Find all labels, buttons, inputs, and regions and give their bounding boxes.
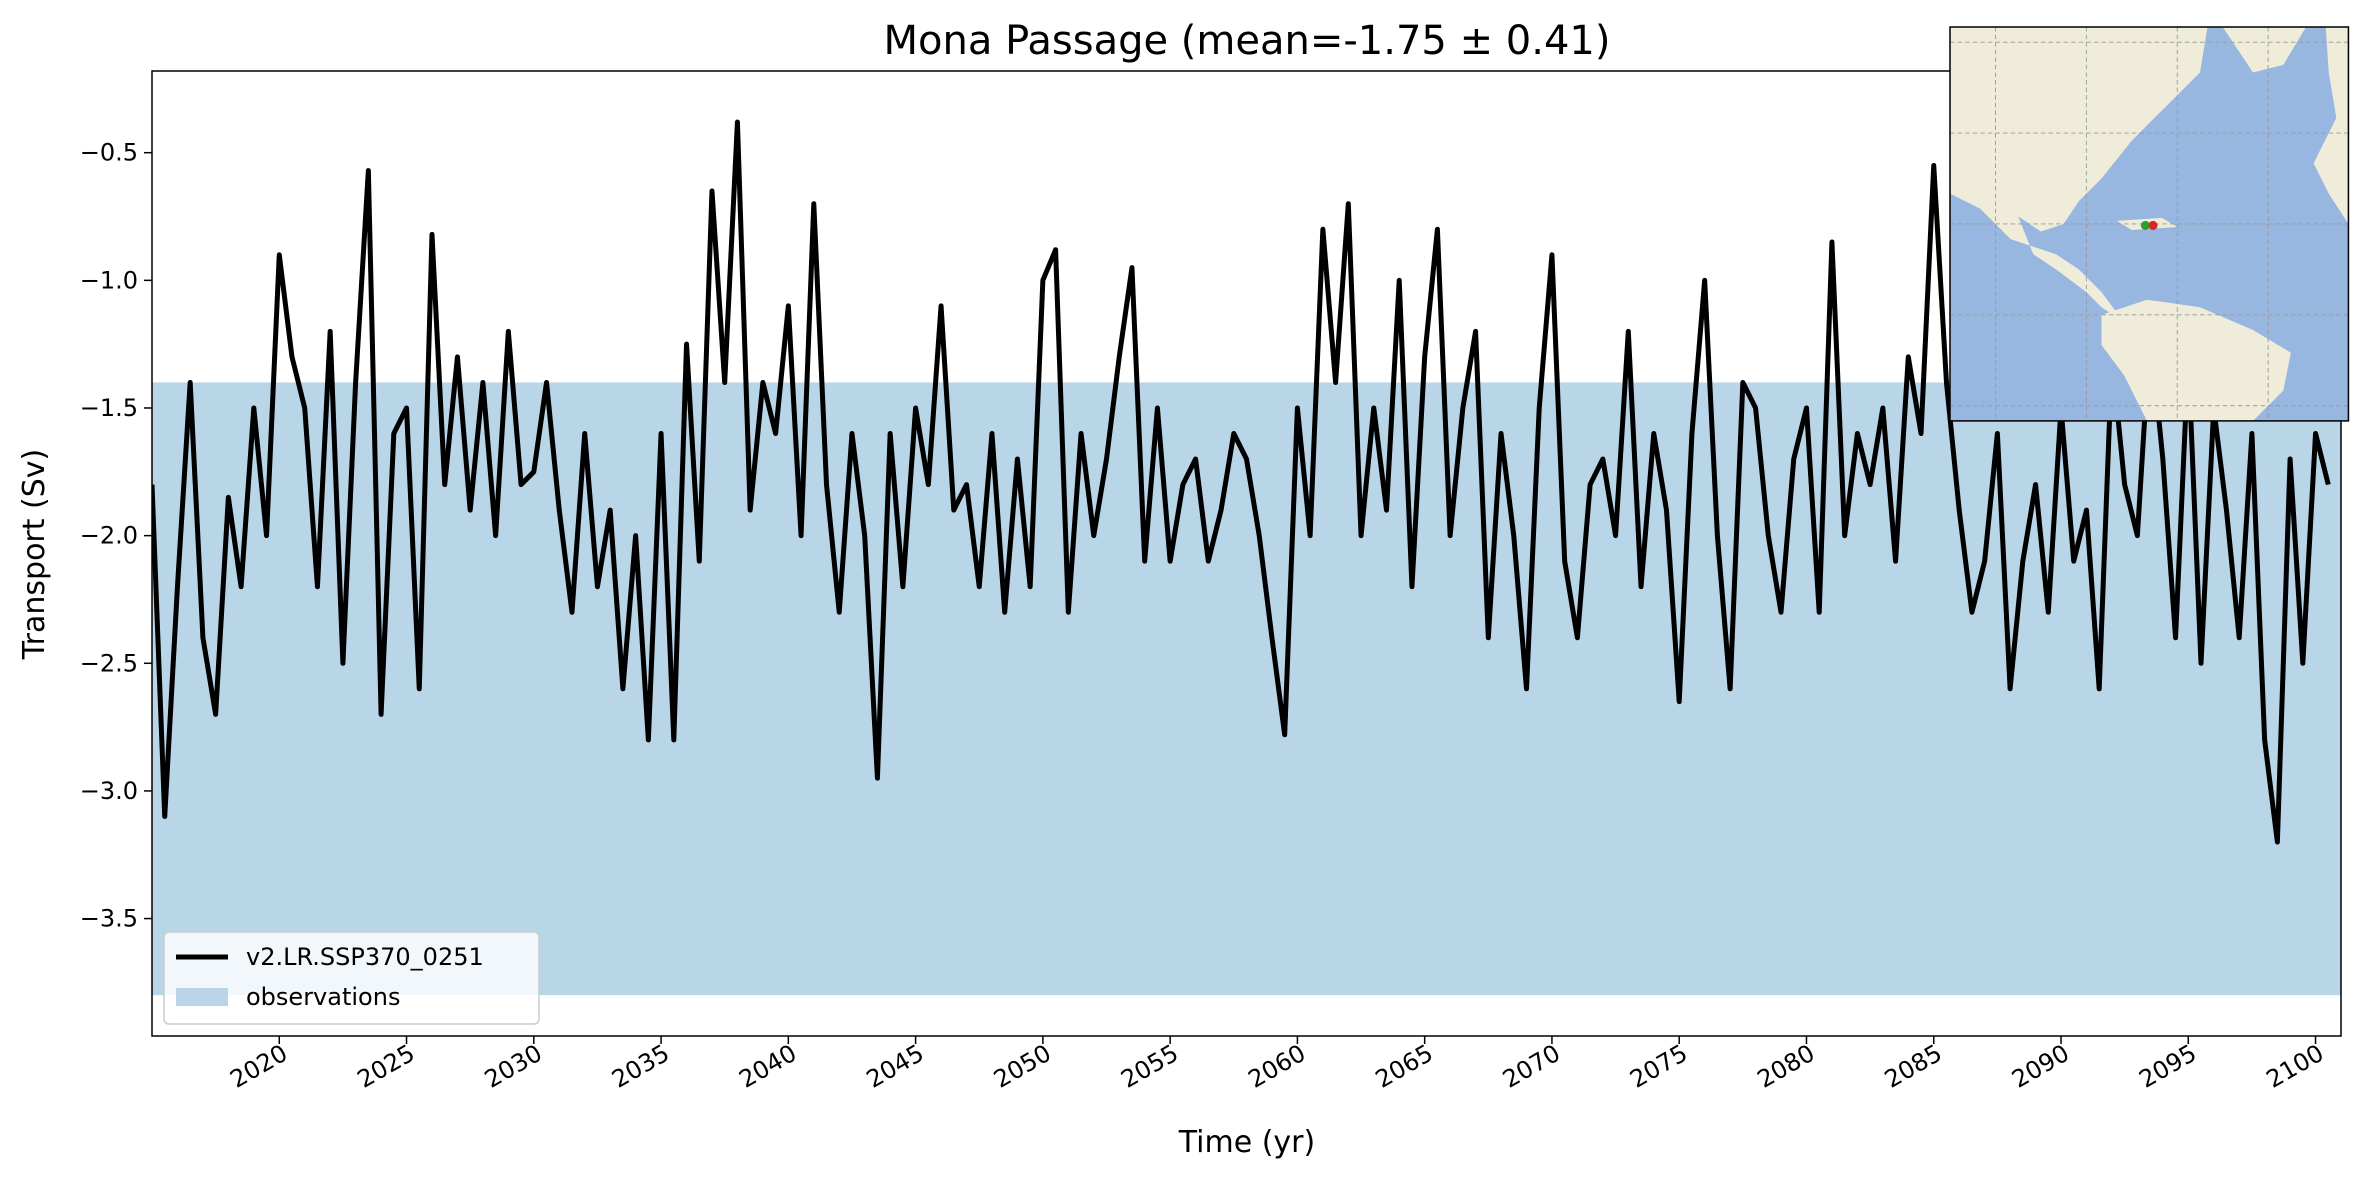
map-land (2313, 27, 2349, 224)
y-tick-label: −1.5 (80, 394, 138, 422)
x-axis-label: Time (yr) (1178, 1125, 1315, 1160)
observation-band (152, 382, 2341, 996)
legend-label: observations (246, 983, 400, 1011)
legend-box (163, 931, 540, 1025)
inset-map (1949, 26, 2350, 422)
chart-title: Mona Passage (mean=-1.75 ± 0.41) (884, 18, 1611, 64)
legend-swatch (176, 988, 228, 1006)
y-tick-label: −2.5 (80, 649, 138, 677)
data-line (152, 119, 2331, 845)
map-frame (1949, 26, 2350, 422)
y-tick-label: −1.0 (80, 266, 138, 294)
legend-label: v2.LR.SSP370_0251 (246, 943, 484, 971)
y-axis-label: Transport (Sv) (17, 449, 52, 661)
map-point (2148, 220, 2158, 231)
map-land (1950, 27, 2208, 323)
map-point (2140, 220, 2150, 231)
map-land (2222, 27, 2307, 73)
y-tick-label: −2.0 (80, 522, 138, 550)
y-tick-label: −3.5 (80, 905, 138, 933)
map-land (2101, 299, 2291, 421)
plot-frame (151, 70, 2342, 1037)
y-tick-label: −3.0 (80, 777, 138, 805)
y-tick-label: −0.5 (80, 139, 138, 167)
